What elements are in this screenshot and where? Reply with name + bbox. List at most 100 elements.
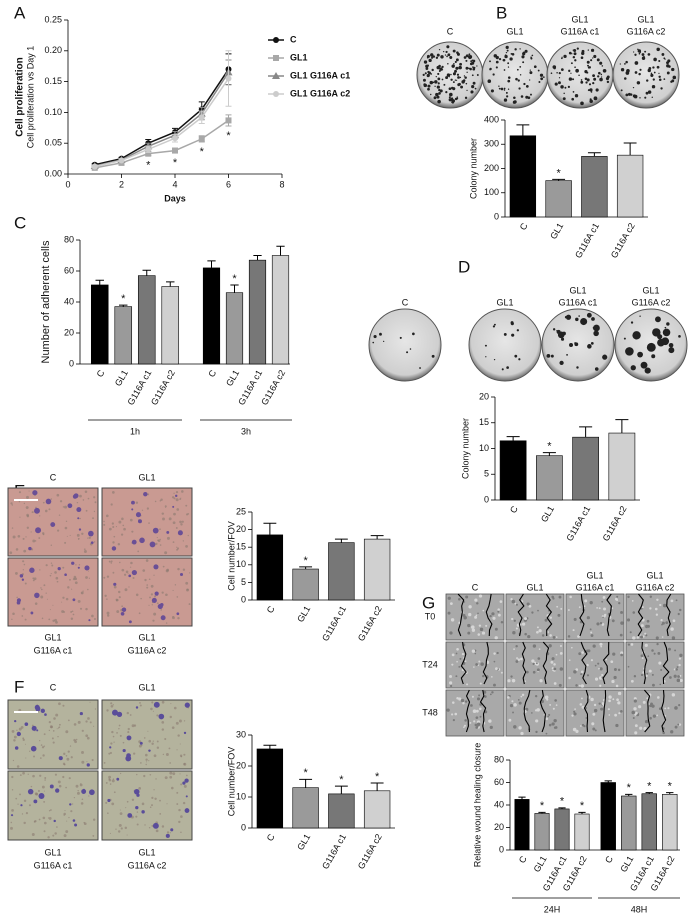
texture-dot [32, 774, 35, 778]
texture-dot [48, 817, 52, 820]
texture-dot [162, 753, 165, 756]
texture-dot [594, 677, 599, 681]
texture-dot [178, 820, 181, 824]
texture-dot [42, 501, 45, 504]
texture-dot [118, 724, 121, 727]
stained-cell [126, 753, 131, 758]
colony-dot [620, 89, 623, 92]
texture-dot [615, 684, 619, 688]
colony-dot [432, 81, 435, 84]
texture-dot [479, 707, 482, 711]
panel-letter: B [496, 3, 507, 22]
texture-dot [122, 524, 125, 527]
stained-cell [165, 833, 170, 838]
colony-dot [591, 317, 595, 321]
stained-cell [53, 819, 56, 823]
texture-dot [179, 743, 181, 745]
x-tick-label: GL1 [532, 854, 549, 874]
texture-dot [22, 560, 25, 563]
colony-dot [594, 367, 599, 371]
texture-dot [131, 724, 135, 728]
texture-dot [15, 797, 18, 800]
texture-dot [64, 505, 68, 509]
stained-cell [149, 541, 156, 548]
row-label: T48 [422, 707, 438, 717]
texture-dot [452, 719, 455, 722]
colony-dot [580, 56, 584, 59]
colony-dot [498, 85, 500, 87]
texture-dot [126, 834, 128, 836]
colony-dot [530, 57, 533, 60]
texture-dot [489, 725, 493, 729]
texture-dot [103, 576, 106, 579]
x-tick-label: GL1 [113, 368, 130, 388]
stained-cell [131, 539, 137, 545]
stained-cell [89, 789, 95, 796]
stained-cell [35, 527, 42, 534]
texture-dot [658, 707, 662, 711]
texture-dot [450, 684, 453, 688]
texture-dot [110, 704, 114, 708]
colony-dot [560, 85, 564, 89]
texture-dot [42, 816, 46, 820]
texture-dot [179, 520, 182, 524]
texture-dot [532, 644, 537, 648]
x-tick-label: C [517, 854, 529, 865]
legend-label: GL1 [290, 52, 308, 62]
texture-dot [579, 703, 583, 706]
wound-edge [606, 593, 612, 637]
colony-plate-image [612, 41, 680, 109]
wound-image [505, 689, 565, 737]
texture-dot [11, 775, 14, 779]
texture-dot [156, 602, 159, 605]
colony-dot [576, 47, 579, 50]
texture-dot [464, 719, 467, 722]
texture-dot [92, 517, 95, 520]
texture-dot [39, 774, 42, 777]
texture-dot [535, 719, 539, 723]
error-bar [552, 178, 566, 181]
stained-cell [154, 591, 159, 596]
texture-dot [640, 673, 644, 677]
texture-dot [678, 723, 682, 726]
texture-dot [644, 719, 649, 724]
y-axis-label: Cell number/FOV [226, 521, 236, 591]
texture-dot [655, 613, 659, 616]
error-bar [538, 811, 546, 814]
texture-dot [121, 605, 123, 608]
y-tick-label: 80 [64, 234, 74, 244]
texture-dot [498, 613, 501, 617]
texture-dot [571, 646, 573, 649]
colony-dot [464, 76, 467, 79]
texture-dot [113, 741, 115, 743]
texture-dot [164, 776, 168, 780]
stained-cell [170, 828, 174, 832]
colony-dot [625, 347, 634, 356]
colony-plate-image [468, 308, 542, 382]
texture-dot [68, 777, 71, 780]
texture-dot [535, 730, 538, 734]
texture-dot [553, 667, 557, 671]
texture-dot [618, 601, 621, 605]
stained-cell [33, 799, 38, 804]
texture-dot [455, 652, 458, 655]
y-tick-label: 10 [479, 443, 489, 453]
error-bar [370, 782, 384, 791]
x-tick-label: G116A c2 [356, 832, 384, 871]
texture-dot [48, 729, 51, 732]
bar [574, 813, 590, 851]
colony-dot [435, 92, 439, 97]
texture-dot [536, 626, 539, 629]
texture-dot [654, 607, 658, 611]
texture-dot [32, 579, 35, 582]
error-bar [276, 245, 285, 256]
texture-dot [138, 612, 141, 615]
stained-cell [10, 814, 14, 817]
colony-dot [586, 312, 592, 318]
texture-dot [189, 572, 191, 574]
texture-dot [571, 714, 574, 717]
texture-dot [73, 723, 77, 726]
texture-dot [603, 607, 607, 611]
texture-dot [657, 651, 661, 655]
stained-cell [184, 808, 190, 813]
